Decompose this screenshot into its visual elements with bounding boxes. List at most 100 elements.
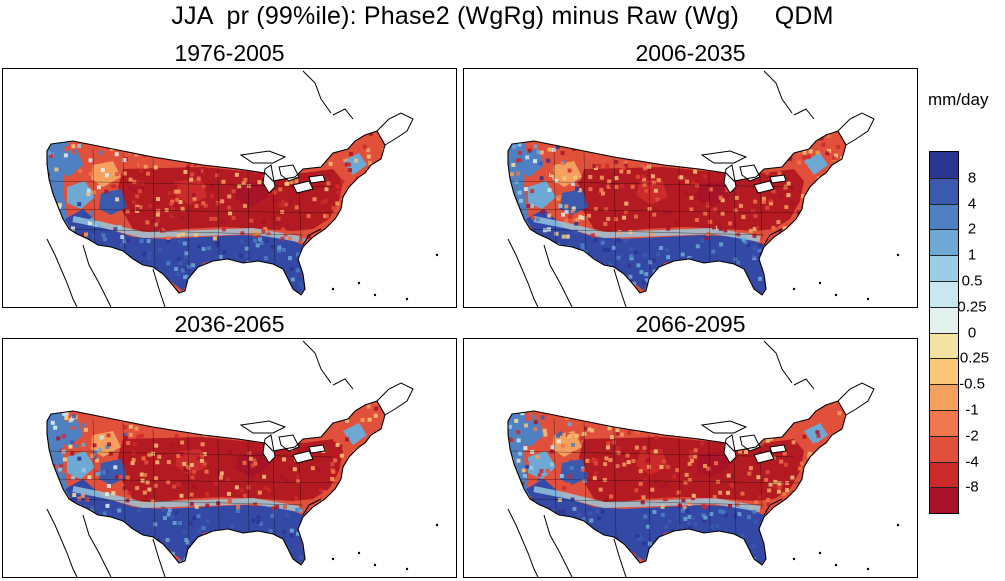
coastline [302, 228, 322, 246]
transition-band [72, 216, 300, 242]
colorbar-tick-label: -8 [965, 478, 979, 496]
state-boundary [553, 148, 557, 246]
state-boundary [708, 440, 711, 532]
coastline [82, 244, 112, 307]
state-boundary [708, 170, 711, 262]
great-lake [239, 150, 287, 164]
island [834, 293, 838, 297]
coastline [46, 508, 78, 577]
colorbar-swatch [930, 409, 958, 436]
island [331, 557, 335, 561]
precip-map [46, 340, 439, 577]
island [435, 253, 439, 257]
colorbar-swatch [930, 152, 958, 178]
colorbar-swatch [930, 177, 958, 204]
colorbar-swatch [930, 332, 958, 359]
state-boundary [613, 158, 617, 268]
state-boundary [217, 166, 220, 262]
island [357, 281, 361, 285]
great-lake [753, 450, 775, 464]
coastline [763, 70, 793, 114]
coastline [82, 514, 112, 577]
transition-band [72, 486, 300, 512]
panel-title-3: 2036-2065 [174, 311, 285, 337]
coastline [793, 378, 815, 390]
great-lake [292, 450, 314, 464]
state-boundary [187, 164, 190, 276]
coastline [46, 400, 386, 566]
anomaly-patch [560, 459, 588, 485]
island [331, 287, 335, 291]
island [792, 557, 796, 561]
state-boundary [583, 152, 587, 252]
anomaly-patch [552, 161, 582, 187]
great-lake [723, 164, 737, 194]
state-boundary [648, 434, 651, 546]
island [834, 563, 838, 567]
coastline [376, 382, 414, 416]
coastline [543, 514, 573, 577]
great-lake [723, 434, 737, 464]
state-boundary [52, 208, 340, 214]
state-boundary [583, 422, 587, 522]
island [896, 523, 900, 527]
island [405, 297, 409, 301]
colorbar-tick-label: -0.25 [954, 349, 990, 367]
great-lake [308, 444, 326, 454]
coastline [763, 228, 783, 246]
great-lake [292, 180, 314, 194]
state-boundary [272, 178, 276, 266]
island [866, 567, 870, 571]
great-lake [769, 444, 787, 454]
state-boundary [678, 436, 681, 532]
state-boundary [513, 478, 801, 484]
colorbar-swatch [930, 435, 958, 462]
coastline [302, 498, 322, 516]
colorbar-tick-label: -4 [965, 453, 979, 471]
state-boundary [122, 152, 126, 252]
colorbar-tick-label: 4 [967, 195, 977, 213]
precip-map [46, 70, 439, 307]
coastline [763, 498, 783, 516]
coastline [332, 108, 354, 120]
colorbar-swatch [930, 306, 958, 333]
anomaly-patch [67, 181, 95, 209]
figure-title: JJA pr (99%ile): Phase2 (WgRg) minus Raw… [171, 2, 834, 30]
state-boundary [247, 170, 250, 262]
great-lake [262, 164, 276, 194]
precip-map [507, 70, 900, 307]
island [818, 281, 822, 285]
state-boundary [733, 178, 737, 266]
coastline [302, 70, 332, 114]
colorbar-tick-label: 0.5 [961, 272, 983, 290]
state-boundary [152, 428, 156, 538]
state-boundary [48, 450, 334, 458]
colorbar-swatch [930, 280, 958, 307]
state-boundary [527, 228, 765, 236]
colorbar-swatch [930, 229, 958, 256]
panel-title-2: 2006-2035 [635, 40, 746, 66]
coastline [332, 378, 354, 390]
colorbar-swatch [930, 203, 958, 230]
great-lake [769, 174, 787, 184]
great-lake [753, 180, 775, 194]
colorbar-tick-label: 0.25 [957, 298, 987, 316]
anomaly-patch [55, 149, 83, 177]
island [405, 567, 409, 571]
island [896, 253, 900, 257]
transition-band [533, 216, 761, 242]
state-boundary [187, 434, 190, 546]
great-lake [239, 420, 287, 434]
coastline [46, 238, 78, 307]
coastline [507, 130, 847, 296]
colorbar-tick-label: 2 [967, 220, 977, 238]
precip-map [507, 340, 900, 577]
colorbar-tick-label: -0.5 [959, 375, 985, 393]
state-boundary [92, 418, 96, 516]
colorbar-tick-label: 1 [967, 246, 977, 264]
anomaly-patch [528, 181, 556, 209]
coastline [543, 244, 573, 307]
state-boundary [509, 450, 795, 458]
island [792, 287, 796, 291]
state-boundary [527, 498, 765, 506]
